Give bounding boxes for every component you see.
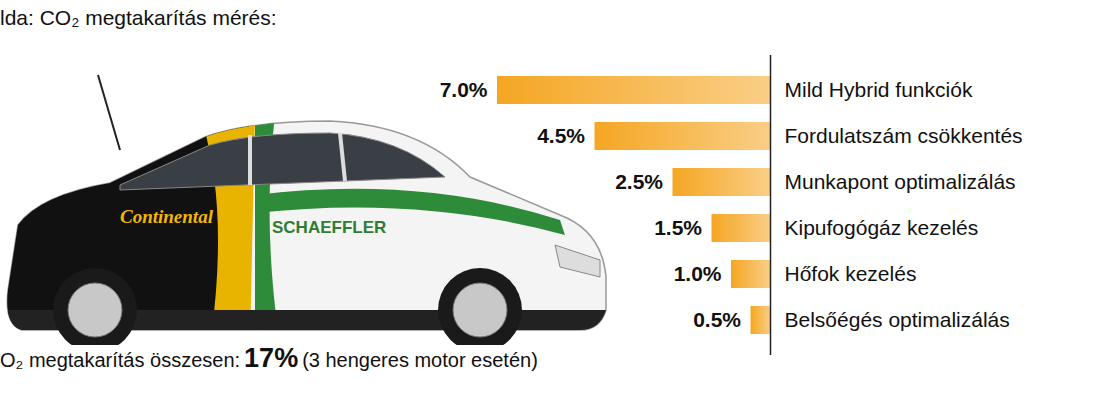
- svg-text:Munkapont optimalizálás: Munkapont optimalizálás: [785, 170, 1016, 193]
- svg-text:Kipufogógáz kezelés: Kipufogógáz kezelés: [785, 216, 979, 239]
- svg-text:1.5%: 1.5%: [654, 216, 702, 239]
- svg-text:1.0%: 1.0%: [674, 262, 722, 285]
- svg-text:2.5%: 2.5%: [615, 170, 663, 193]
- svg-text:0.5%: 0.5%: [693, 308, 741, 331]
- svg-text:Belsőégés optimalizálás: Belsőégés optimalizálás: [785, 308, 1010, 331]
- svg-text:SCHAEFFLER: SCHAEFFLER: [272, 218, 386, 237]
- html-text:O₂ megtakarítás összesen:17%(3: O₂ megtakarítás összesen:17%(3 hengeres …: [0, 343, 538, 373]
- svg-text:Fordulatszám csökkentés: Fordulatszám csökkentés: [785, 124, 1023, 147]
- svg-text:7.0%: 7.0%: [440, 78, 488, 101]
- svg-text:4.5%: 4.5%: [537, 124, 585, 147]
- svg-text:Hőfok kezelés: Hőfok kezelés: [785, 262, 917, 285]
- html-text:lda: CO₂ megtakarítás mérés:: lda: CO₂ megtakarítás mérés:: [0, 6, 277, 29]
- svg-text:Continental: Continental: [120, 206, 214, 227]
- svg-text:Mild Hybrid funkciók: Mild Hybrid funkciók: [785, 78, 973, 101]
